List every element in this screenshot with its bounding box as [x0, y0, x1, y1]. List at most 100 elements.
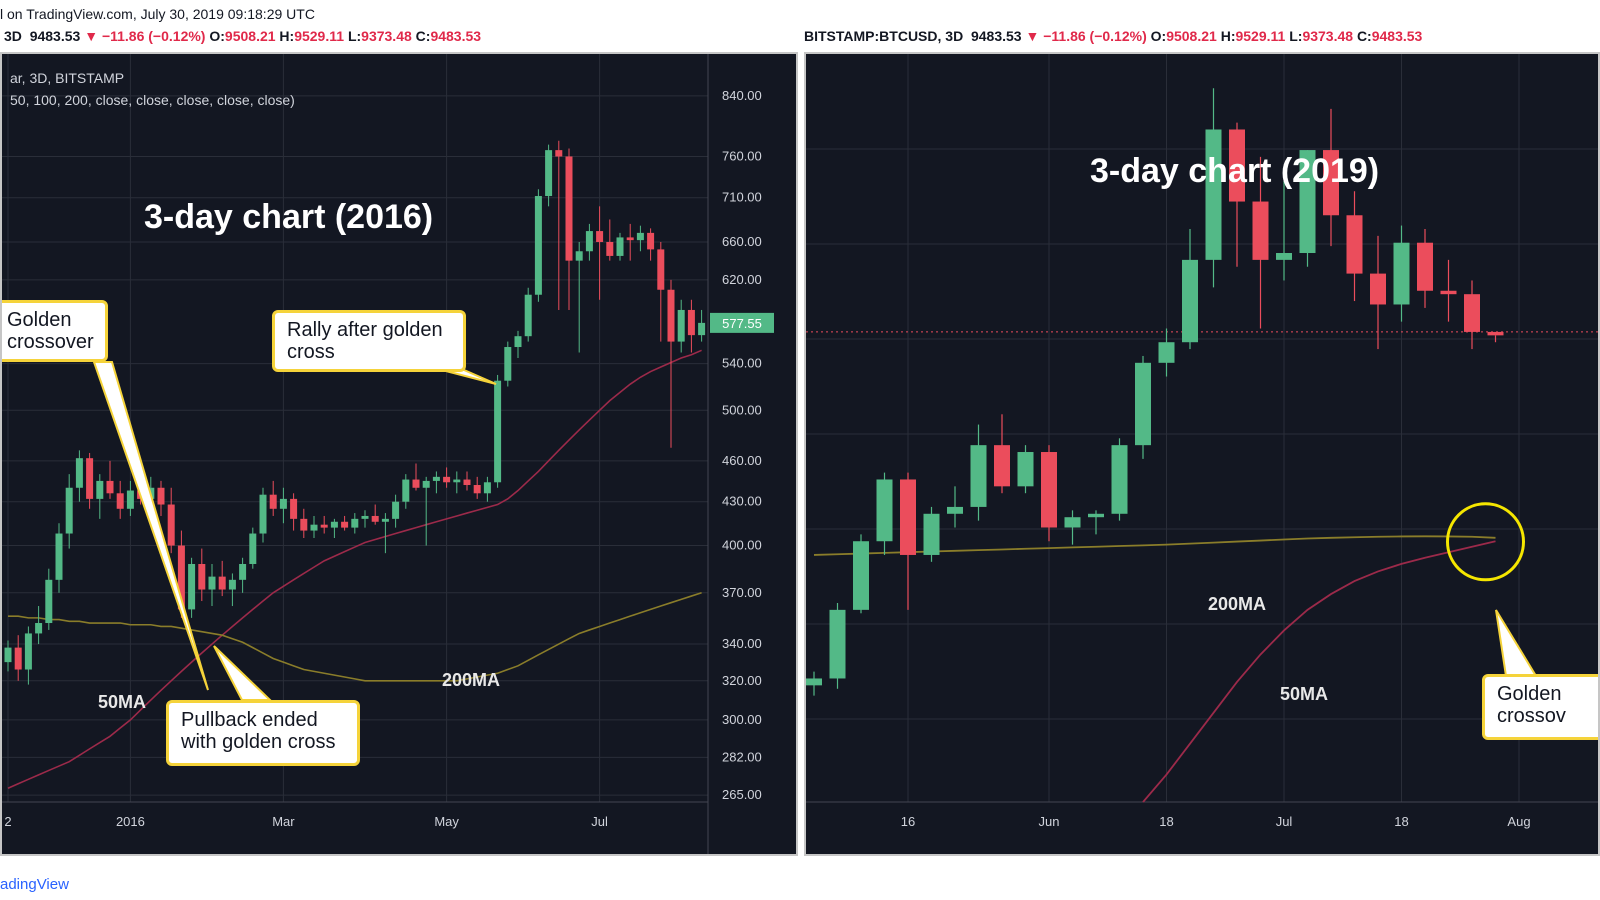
down-arrow-icon: ▼ — [84, 28, 99, 44]
candle-body — [829, 609, 846, 679]
candle-body — [290, 498, 298, 519]
candle-body — [636, 232, 644, 241]
candle-body — [534, 196, 542, 295]
candle-body — [167, 504, 175, 546]
candle-body — [86, 458, 94, 499]
candle-body — [381, 518, 389, 522]
ma-line-50ma — [7, 349, 702, 790]
right-legend-h-label: H: — [1220, 28, 1236, 44]
chart-title-2016: 3-day chart (2016) — [144, 198, 434, 236]
y-tick-label: 430.00 — [722, 494, 762, 509]
candle-body — [1440, 290, 1457, 295]
y-tick-label: 300.00 — [722, 712, 762, 727]
right-legend-price: 9483.53 — [970, 28, 1022, 44]
candle-body — [657, 249, 665, 290]
right-legend-c-label: C: — [1356, 28, 1372, 44]
left-symbol-line: ar, 3D, BITSTAMP — [10, 70, 125, 86]
label-200ma-right: 200MA — [1208, 594, 1267, 614]
candle-body — [1158, 342, 1175, 363]
candle-body — [45, 579, 53, 624]
y-tick-label: 760.00 — [722, 148, 762, 163]
candle-body — [239, 563, 247, 580]
chart-panel-2019[interactable]: 16 Jun 18 Jul 18 Aug 3-day chart (2019) 200MA… — [804, 52, 1600, 856]
candle-body — [853, 541, 869, 610]
tradingview-footer-link[interactable]: adingView — [0, 876, 69, 893]
x-tick-label: May — [434, 814, 459, 829]
left-legend-l-label: L: — [347, 28, 362, 44]
y-tick-label: 500.00 — [722, 402, 762, 417]
candle-body — [900, 479, 916, 555]
candle-body — [341, 521, 349, 528]
candle-body — [310, 524, 318, 531]
candle-body — [545, 150, 553, 197]
candle-body — [1252, 201, 1269, 260]
candle-body — [494, 380, 502, 483]
candle-body — [1064, 517, 1081, 528]
candle-body — [65, 487, 73, 534]
candle-body — [208, 576, 216, 590]
candle-body — [698, 322, 706, 336]
candle-body — [1111, 445, 1128, 514]
y-tick-label: 282.00 — [722, 749, 762, 764]
y-tick-label: 660.00 — [722, 234, 762, 249]
callout-pointer — [441, 369, 497, 385]
candle-body — [198, 563, 206, 590]
candle-body — [402, 479, 410, 502]
y-tick-label: 265.00 — [722, 787, 762, 802]
candle-body — [575, 251, 583, 261]
candle-body — [55, 533, 63, 580]
callout-pointer — [213, 645, 273, 701]
candle-body — [1393, 242, 1410, 305]
chart-panel-2016[interactable]: 840.00 760.00 710.00 660.00 620.00 540.00 500.… — [0, 52, 798, 856]
candle-body — [14, 647, 22, 670]
right-legend-l-label: L: — [1289, 28, 1303, 44]
candle-body — [218, 576, 226, 590]
callout-rally: Rally after golden cross — [272, 310, 466, 372]
left-legend-close: 9483.53 — [430, 28, 482, 44]
candle-body — [1135, 362, 1151, 446]
candle-body — [1346, 215, 1363, 274]
y-tick-label: 320.00 — [722, 673, 762, 688]
label-50ma-right: 50MA — [1280, 684, 1329, 704]
candle-body — [687, 309, 695, 336]
y-tick-label: 710.00 — [722, 190, 762, 205]
callout-pointer — [1495, 609, 1538, 677]
candle-body — [106, 480, 114, 494]
candle-body — [279, 498, 287, 509]
candle-body — [177, 545, 185, 610]
chart-canvas-2016[interactable]: 840.00 760.00 710.00 660.00 620.00 540.00 500.… — [2, 54, 796, 854]
right-legend-high: 9529.11 — [1235, 28, 1286, 44]
callout-pullback: Pullback ended with golden cross — [166, 700, 360, 766]
left-legend-high: 9529.11 — [294, 28, 345, 44]
candle-body — [116, 493, 124, 509]
left-ohlc-legend: 3D 9483.53 ▼ −11.86 (−0.12%) O:9508.21 H… — [4, 28, 481, 44]
candle-body — [371, 515, 379, 522]
candle-body — [453, 479, 461, 483]
candle-body — [432, 476, 440, 481]
y-tick-label: 620.00 — [722, 272, 762, 287]
ma-line-200ma — [8, 592, 702, 682]
candle-body — [923, 513, 940, 555]
x-tick-label: 18 — [1159, 814, 1173, 829]
chart-canvas-2019[interactable]: 16 Jun 18 Jul 18 Aug — [806, 54, 1598, 854]
left-legend-c-label: C: — [415, 28, 431, 44]
candle-body — [596, 231, 604, 242]
candle-body — [994, 445, 1010, 487]
candle-body — [228, 579, 236, 590]
candle-body — [626, 237, 634, 241]
candle-body — [876, 479, 893, 542]
candle-body — [483, 482, 491, 494]
left-legend-symbol: 3D — [4, 28, 22, 44]
candle-body — [1229, 129, 1245, 202]
candle-body — [126, 490, 134, 509]
candle-body — [1017, 452, 1034, 487]
x-tick-label: 18 — [1394, 814, 1408, 829]
x-tick-label: 16 — [901, 814, 915, 829]
right-legend-o-label: O: — [1150, 28, 1167, 44]
candle-body — [565, 156, 573, 261]
candle-body — [1088, 513, 1104, 518]
candle-body — [806, 678, 822, 686]
left-legend-change: −11.86 (−0.12%) — [101, 28, 206, 44]
candle-body — [351, 518, 359, 528]
x-tick-label: 2 — [4, 814, 11, 829]
